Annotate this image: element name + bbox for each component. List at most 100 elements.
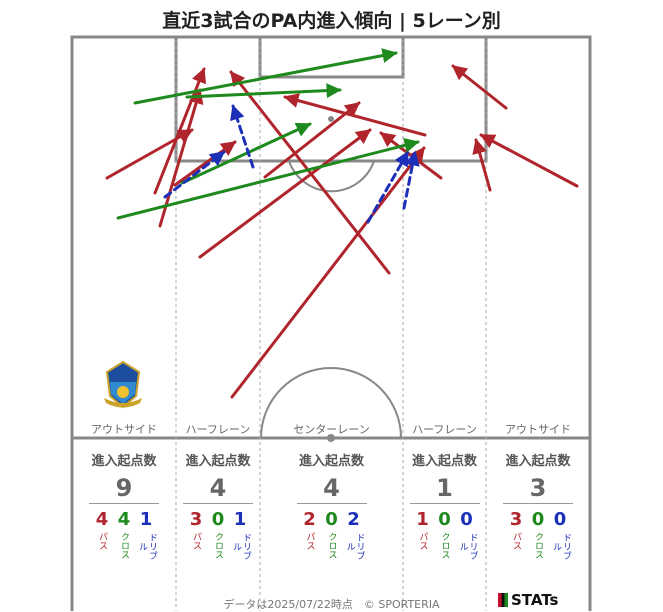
stat-value: 0 <box>438 509 451 530</box>
lane-stats: 3 パス 0 クロス 1 ドリブル <box>176 509 260 561</box>
stat-value: 0 <box>553 509 567 530</box>
entry-arrow-dribble <box>230 104 255 169</box>
stat-value: 0 <box>460 509 473 530</box>
entry-arrow-cross <box>116 138 420 220</box>
stat-value: 3 <box>189 509 203 530</box>
penalty-spot <box>328 116 334 122</box>
lane-rule <box>503 503 573 504</box>
entry-arrow-cross <box>180 122 312 185</box>
lane-label-halfspace-left: ハーフレーン <box>185 423 251 436</box>
lane-summary-1: 進入起点数 4 3 パス 0 クロス 1 ドリブル <box>176 450 260 561</box>
lane-total: 3 <box>529 474 547 502</box>
center-spot <box>327 434 335 442</box>
entry-arrow-pass <box>158 88 204 228</box>
stat-value: 1 <box>416 509 429 530</box>
lane-label-outside-right: アウトサイド <box>505 423 571 436</box>
stat-pass: 2 パス <box>301 509 319 551</box>
entry-arrow-cross <box>185 83 342 99</box>
stat-cross: 4 クロス <box>115 509 133 560</box>
lane-summary-3: 進入起点数 1 1 パス 0 クロス 0 ドリブル <box>403 450 486 561</box>
stat-label: パス <box>304 532 315 550</box>
stat-value: 1 <box>139 509 153 530</box>
stats-logo: STATs <box>498 591 558 609</box>
logo-mark-icon <box>498 593 508 607</box>
stat-label: ドリブル <box>137 533 157 560</box>
stat-dribble: 2 ドリブル <box>345 509 365 561</box>
entry-arrow-pass <box>263 101 361 179</box>
entry-arrow-pass <box>479 133 579 188</box>
stat-label: パス <box>511 532 521 550</box>
lane-summary-4: 進入起点数 3 3 パス 0 クロス 0 ドリブル <box>486 450 590 561</box>
lane-rule <box>89 503 159 504</box>
lane-summary-2: 進入起点数 4 2 パス 0 クロス 2 ドリブル <box>260 450 403 561</box>
entry-arrow-dribble <box>163 150 226 199</box>
entry-arrow-pass <box>105 128 194 180</box>
stat-cross: 0 クロス <box>436 509 454 560</box>
lane-label-halfspace-right: ハーフレーン <box>412 423 477 436</box>
lane-stats: 3 パス 0 クロス 0 ドリブル <box>486 509 590 561</box>
stat-pass: 3 パス <box>507 510 525 551</box>
stat-pass: 4 パス <box>93 510 111 551</box>
entry-arrow-pass <box>230 146 426 399</box>
stat-value: 4 <box>117 509 131 530</box>
entry-arrows <box>105 48 579 399</box>
lane-label-center: センターレーン <box>293 423 370 436</box>
lane-dividers <box>175 40 487 611</box>
stat-label: パス <box>97 532 107 550</box>
stat-label: ドリブル <box>344 533 365 560</box>
lane-summary-header: 進入起点数 <box>505 454 571 469</box>
stat-dribble: 1 ドリブル <box>137 509 157 561</box>
stat-label: パス <box>191 532 201 550</box>
lane-summary-0: 進入起点数 9 4 パス 4 クロス 1 ドリブル <box>72 450 176 561</box>
lane-total: 4 <box>209 474 227 502</box>
lane-rule <box>296 503 367 504</box>
lane-summary-header: 進入起点数 <box>298 454 364 469</box>
stat-cross: 0 クロス <box>209 509 227 560</box>
stat-label: ドリブル <box>457 533 478 560</box>
entry-arrow-pass <box>173 140 237 187</box>
penalty-box <box>174 35 488 163</box>
entry-arrow-pass <box>472 138 492 192</box>
stat-value: 2 <box>303 509 316 530</box>
stat-value: 1 <box>233 509 247 530</box>
stat-dribble: 0 ドリブル <box>551 509 571 561</box>
lane-total: 9 <box>115 474 133 502</box>
stat-value: 2 <box>347 509 360 530</box>
stat-cross: 0 クロス <box>529 509 547 560</box>
footer-note: データは2025/07/22時点 © SPORTERIA <box>223 598 440 611</box>
stat-value: 0 <box>211 509 225 530</box>
stat-label: クロス <box>439 532 450 559</box>
entry-arrow-pass <box>451 64 508 110</box>
entry-arrow-pass <box>198 128 372 259</box>
entry-arrow-pass <box>229 70 391 275</box>
lane-label-outside-left: アウトサイド <box>91 423 157 436</box>
lane-rule <box>183 503 253 504</box>
penalty-arc <box>288 160 375 193</box>
stat-label: クロス <box>533 532 543 559</box>
stat-label: クロス <box>213 532 223 559</box>
lane-total: 4 <box>323 474 340 502</box>
chart-title: 直近3試合のPA内進入傾向 | 5レーン別 <box>162 10 501 32</box>
goal-box <box>258 35 405 79</box>
stat-dribble: 0 ドリブル <box>458 509 478 561</box>
stat-pass: 3 パス <box>187 509 205 551</box>
lane-stats: 1 パス 0 クロス 0 ドリブル <box>403 509 486 561</box>
entry-arrow-dribble <box>402 150 420 210</box>
lane-summary-header: 進入起点数 <box>411 454 477 469</box>
entry-arrow-pass <box>283 93 427 137</box>
lane-rule <box>409 503 480 504</box>
stat-dribble: 1 ドリブル <box>231 509 251 561</box>
lane-summary-header: 進入起点数 <box>91 454 157 469</box>
logo-text: STATs <box>511 591 559 609</box>
stat-value: 0 <box>531 509 545 530</box>
stat-value: 0 <box>325 509 338 530</box>
stat-label: ドリブル <box>231 533 251 560</box>
lane-summary-header: 進入起点数 <box>185 454 251 469</box>
stat-label: クロス <box>326 532 337 559</box>
stat-cross: 0 クロス <box>323 509 341 560</box>
stat-pass: 1 パス <box>414 509 432 551</box>
club-emblem-icon <box>104 360 142 409</box>
lane-stats: 2 パス 0 クロス 2 ドリブル <box>260 509 403 561</box>
entry-arrow-dribble <box>366 150 410 224</box>
